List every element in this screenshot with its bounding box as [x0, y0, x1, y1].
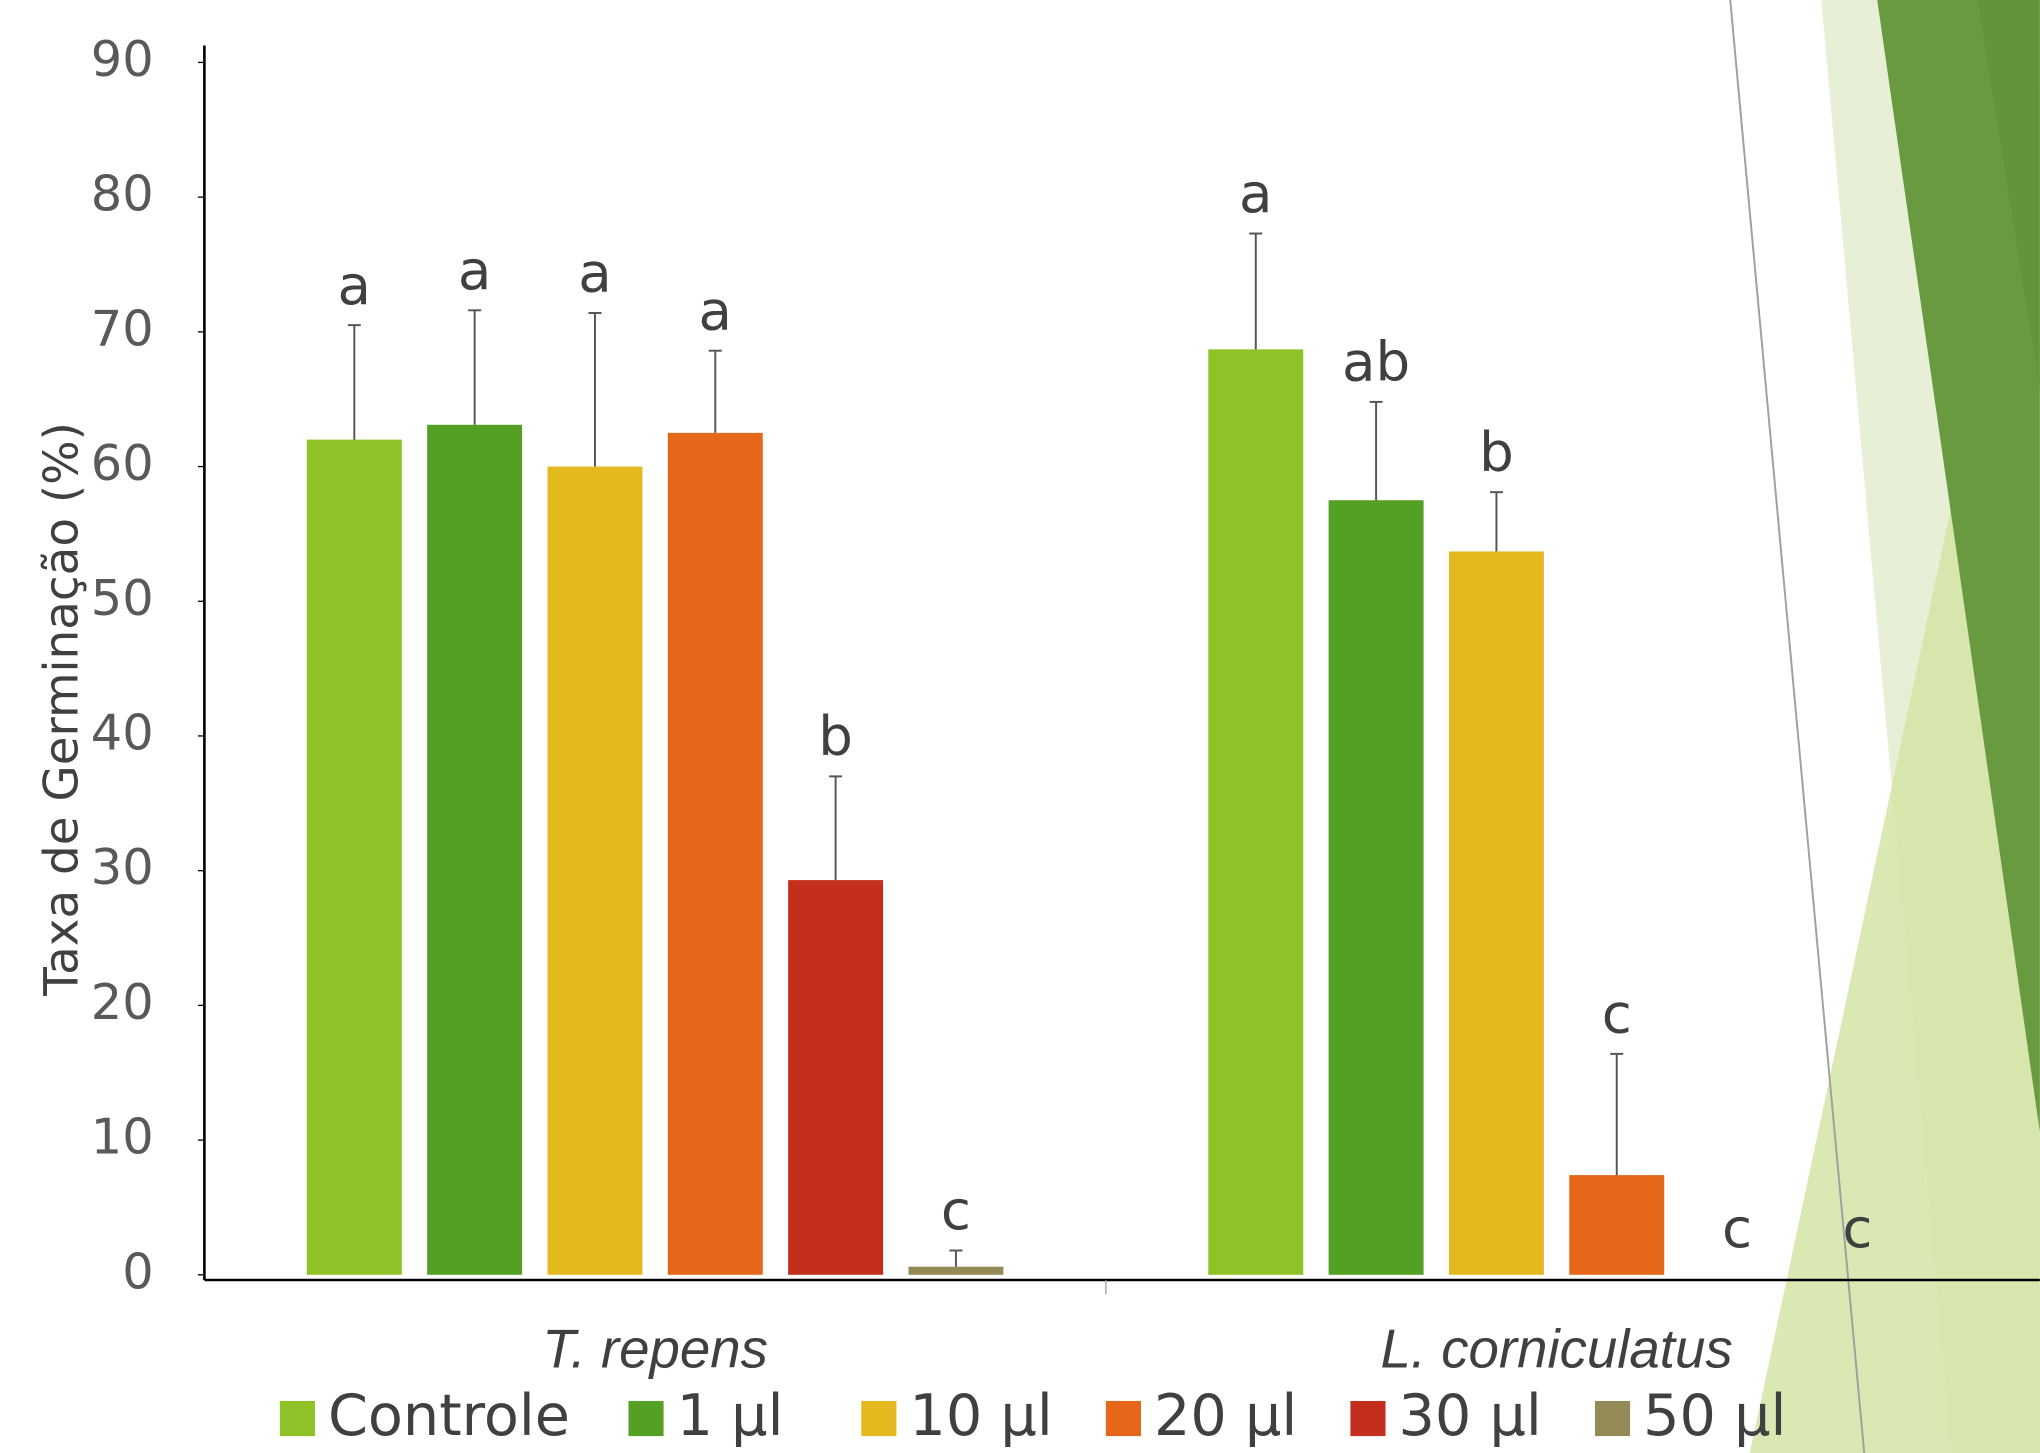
bar — [427, 425, 522, 1275]
bar — [1329, 500, 1424, 1275]
bar — [307, 440, 402, 1275]
data-label: c — [1602, 982, 1632, 1046]
data-label: b — [818, 704, 853, 768]
legend-swatch — [628, 1401, 663, 1436]
legend-swatch — [1350, 1401, 1385, 1436]
legend-swatch — [1595, 1401, 1630, 1436]
legend-label: 50 µl — [1643, 1383, 1786, 1449]
y-tick-label: 60 — [91, 434, 154, 492]
legend-swatch — [280, 1401, 315, 1436]
legend-label: 10 µl — [909, 1383, 1052, 1449]
y-tick-label: 20 — [91, 973, 154, 1031]
y-tick-label: 70 — [91, 299, 154, 357]
bar — [788, 880, 883, 1275]
background-decoration — [1730, 0, 2040, 1453]
data-label: a — [578, 241, 611, 305]
legend-label: 30 µl — [1399, 1383, 1542, 1449]
y-axis-title: Taxa de Germinação (%) — [36, 422, 90, 997]
legend-swatch — [1106, 1401, 1141, 1436]
data-label: c — [1842, 1196, 1872, 1260]
y-tick-label: 10 — [91, 1108, 154, 1166]
data-label: a — [458, 238, 491, 302]
bar — [1449, 551, 1544, 1274]
legend-label: Controle — [328, 1383, 570, 1449]
legend-label: 20 µl — [1154, 1383, 1297, 1449]
bar — [668, 433, 763, 1275]
data-label: ab — [1342, 330, 1410, 394]
y-tick-label: 50 — [91, 569, 154, 627]
data-label: c — [1722, 1196, 1752, 1260]
data-label: a — [699, 278, 732, 342]
y-tick-label: 90 — [91, 30, 154, 88]
legend-swatch — [861, 1401, 896, 1436]
x-tick-label: T. repens — [542, 1318, 768, 1379]
y-tick-label: 30 — [91, 838, 154, 896]
x-tick-label: L. corniculatus — [1380, 1318, 1732, 1379]
bar — [908, 1267, 1003, 1275]
data-label: a — [338, 253, 371, 317]
y-tick-label: 0 — [122, 1242, 153, 1300]
y-tick-label: 80 — [91, 165, 154, 223]
data-label: a — [1239, 161, 1272, 225]
data-label: c — [941, 1178, 971, 1242]
legend-label: 1 µl — [677, 1383, 784, 1449]
chart: Taxa de Germinação (%) 0 10 20 30 40 50 60 70 80… — [0, 0, 2040, 1453]
data-label: b — [1479, 420, 1514, 484]
bar — [547, 467, 642, 1275]
bar — [1569, 1175, 1664, 1275]
y-tick-label: 40 — [91, 703, 154, 761]
bar — [1208, 349, 1303, 1274]
